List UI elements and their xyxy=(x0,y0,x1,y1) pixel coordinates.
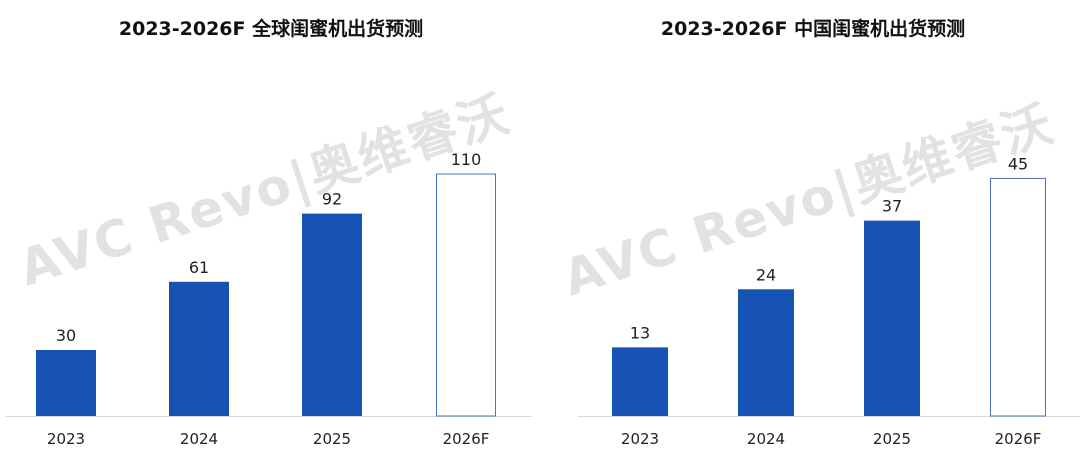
china-chart-title: 2023-2026F 中国闺蜜机出货预测 xyxy=(660,18,966,40)
china-tick-label-2023: 2023 xyxy=(621,430,659,448)
global-tick-label-2026F: 2026F xyxy=(443,430,490,448)
global-data-label-2026F: 110 xyxy=(451,150,482,169)
china-tick-label-2024: 2024 xyxy=(747,430,785,448)
global-tick-label-2024: 2024 xyxy=(180,430,218,448)
china-tick-label-2026F: 2026F xyxy=(995,430,1042,448)
global-tick-label-2023: 2023 xyxy=(47,430,85,448)
global-chart-panel: 2023-2026F 全球闺蜜机出货预测 30 2023 61 2024 92 2025 1… xyxy=(5,18,532,448)
china-tick-label-2025: 2025 xyxy=(873,430,911,448)
china-data-label-2024: 24 xyxy=(756,265,776,284)
china-chart-panel: 2023-2026F 中国闺蜜机出货预测 13 2023 24 2024 37 2025 4… xyxy=(542,0,1084,457)
global-bar-2025 xyxy=(302,213,362,416)
china-bar-2026F xyxy=(990,177,1046,417)
global-tick-label-2025: 2025 xyxy=(313,430,351,448)
global-bar-chart: 30 2023 61 2024 92 2025 110 2026F xyxy=(5,150,532,448)
global-bar-2026F xyxy=(436,173,496,417)
global-bar-2023 xyxy=(36,350,96,416)
china-bar-2023 xyxy=(612,347,668,416)
global-bar-2024 xyxy=(169,281,229,416)
global-data-label-2025: 92 xyxy=(322,190,342,209)
china-bar-2025 xyxy=(864,220,920,416)
china-data-label-2023: 13 xyxy=(630,323,650,342)
china-bar-2024 xyxy=(738,289,794,416)
global-data-label-2024: 61 xyxy=(189,258,209,277)
global-data-label-2023: 30 xyxy=(56,326,76,345)
china-data-label-2025: 37 xyxy=(882,197,902,216)
china-bar-chart: 13 2023 24 2024 37 2025 45 2026F xyxy=(578,154,1080,448)
china-data-label-2026F: 45 xyxy=(1008,154,1028,173)
global-chart-title: 2023-2026F 全球闺蜜机出货预测 xyxy=(118,18,424,40)
